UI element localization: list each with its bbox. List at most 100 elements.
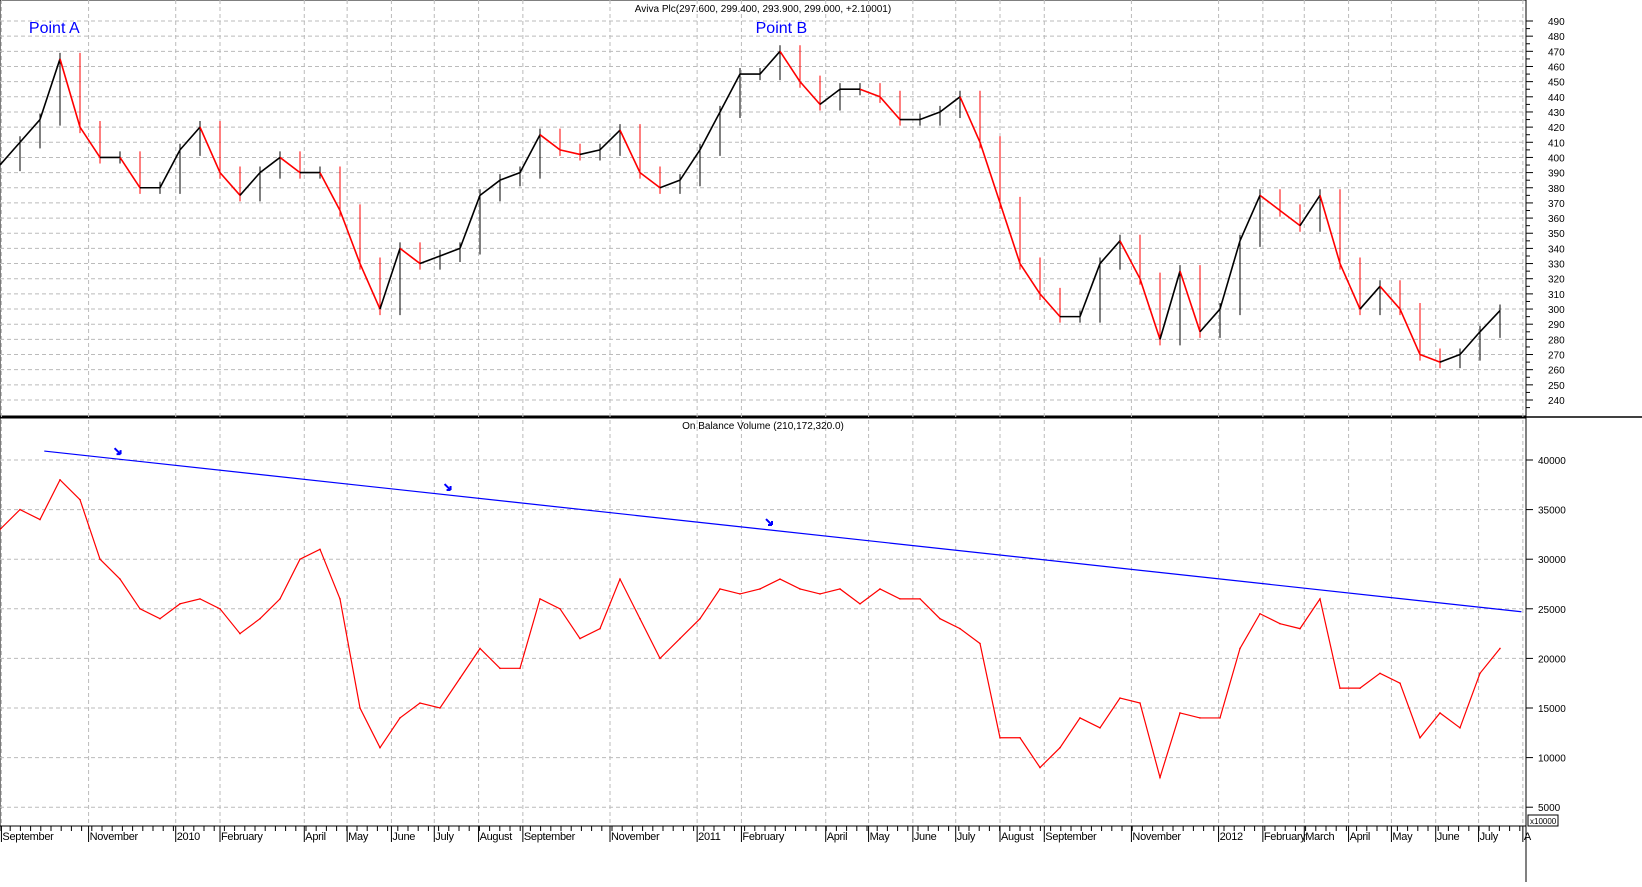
obv-point — [1139, 702, 1141, 704]
price-segment — [719, 73, 741, 113]
price-tick-label: 390 — [1548, 169, 1565, 180]
obv-tick-label: 20000 — [1538, 654, 1566, 665]
x-tick-label: February — [221, 831, 263, 843]
x-tick-label: July — [957, 831, 976, 843]
x-tick-label: August — [480, 831, 513, 843]
x-tick-label: May — [870, 831, 891, 843]
obv-point — [219, 608, 221, 610]
obv-point — [119, 578, 121, 580]
obv-point — [459, 677, 461, 680]
price-segment — [359, 263, 381, 310]
price-segment — [959, 96, 981, 143]
obv-point — [1239, 647, 1241, 650]
price-segment — [339, 210, 361, 264]
obv-point — [819, 593, 821, 595]
x-tick-label: June — [392, 831, 415, 843]
obv-point — [559, 608, 561, 610]
price-tick-label: 360 — [1548, 214, 1565, 225]
obv-point — [979, 642, 981, 645]
obv-trendline — [44, 450, 1522, 613]
price-segment — [119, 156, 141, 189]
price-segment — [319, 172, 341, 211]
price-segment — [619, 129, 641, 173]
obv-point — [579, 637, 581, 640]
price-tick-label: 320 — [1548, 275, 1565, 286]
price-segment — [219, 172, 241, 196]
price-segment — [499, 171, 521, 181]
obv-point — [1319, 598, 1321, 600]
price-segment — [759, 50, 781, 75]
x-tick-label: A — [1524, 831, 1532, 843]
obv-point — [179, 603, 181, 605]
obv-point — [359, 707, 361, 709]
obv-point — [1079, 717, 1081, 719]
x-tick-label: November — [90, 831, 139, 843]
x-tick-label: April — [305, 831, 326, 843]
x-tick-label: September — [2, 831, 54, 843]
price-segment — [1339, 263, 1361, 310]
price-title: Aviva Plc(297.600, 299.400, 293.900, 299… — [635, 4, 891, 15]
obv-line — [0, 478, 1501, 780]
price-segment — [699, 111, 721, 151]
obv-point — [999, 736, 1001, 739]
obv-tick-label: 5000 — [1538, 803, 1561, 814]
obv-point — [1219, 717, 1221, 719]
obv-point — [539, 598, 541, 600]
price-segment — [419, 255, 441, 265]
obv-point — [1419, 736, 1421, 739]
price-segment — [779, 50, 801, 83]
price-segment — [1359, 285, 1381, 310]
price-segment — [1199, 308, 1221, 333]
x-tick-label: April — [827, 831, 848, 843]
obv-point — [399, 717, 401, 719]
obv-point — [659, 657, 661, 660]
price-segment — [459, 195, 481, 249]
obv-tick-label: 40000 — [1538, 456, 1566, 467]
x-tick-label: May — [348, 831, 369, 843]
price-segment — [979, 142, 1001, 204]
price-segment — [679, 149, 701, 181]
price-segment — [1379, 285, 1401, 310]
obv-tick-label: 10000 — [1538, 754, 1566, 765]
obv-point — [439, 707, 441, 709]
price-segment — [599, 129, 621, 151]
obv-point — [379, 746, 381, 749]
price-segment — [579, 149, 601, 156]
price-tick-label: 300 — [1548, 305, 1565, 316]
obv-point — [939, 617, 941, 620]
price-segment — [1079, 263, 1101, 317]
price-segment — [539, 134, 561, 151]
price-segment — [1479, 310, 1501, 333]
price-segment — [279, 156, 301, 174]
obv-point — [1459, 727, 1461, 729]
x-tick-label: 2012 — [1220, 831, 1243, 843]
price-segment — [1159, 270, 1181, 340]
obv-point — [1039, 766, 1041, 769]
arrow-icon — [765, 518, 773, 527]
price-segment — [879, 96, 901, 121]
price-tick-label: 310 — [1548, 290, 1565, 301]
price-segment — [799, 81, 821, 105]
x-tick-label: 2010 — [177, 831, 200, 843]
price-segment — [19, 119, 41, 143]
price-tick-label: 340 — [1548, 244, 1565, 255]
price-tick-label: 490 — [1548, 17, 1565, 28]
obv-point — [1339, 687, 1341, 689]
obv-point — [1299, 627, 1301, 630]
price-segment — [379, 248, 401, 310]
unit-box — [1527, 814, 1559, 827]
x-tick-label: May — [1392, 831, 1413, 843]
price-segment — [1439, 353, 1461, 363]
obv-tick-label: 25000 — [1538, 605, 1566, 616]
price-segment — [1459, 331, 1481, 356]
obv-point — [679, 637, 681, 640]
obv-point — [799, 588, 801, 590]
obv-point — [899, 598, 901, 600]
obv-point — [159, 617, 161, 620]
price-segment — [1419, 353, 1441, 363]
obv-point — [1499, 647, 1501, 650]
obv-point — [779, 578, 781, 580]
x-tick-label: March — [1305, 831, 1334, 843]
obv-pane — [0, 417, 1527, 827]
